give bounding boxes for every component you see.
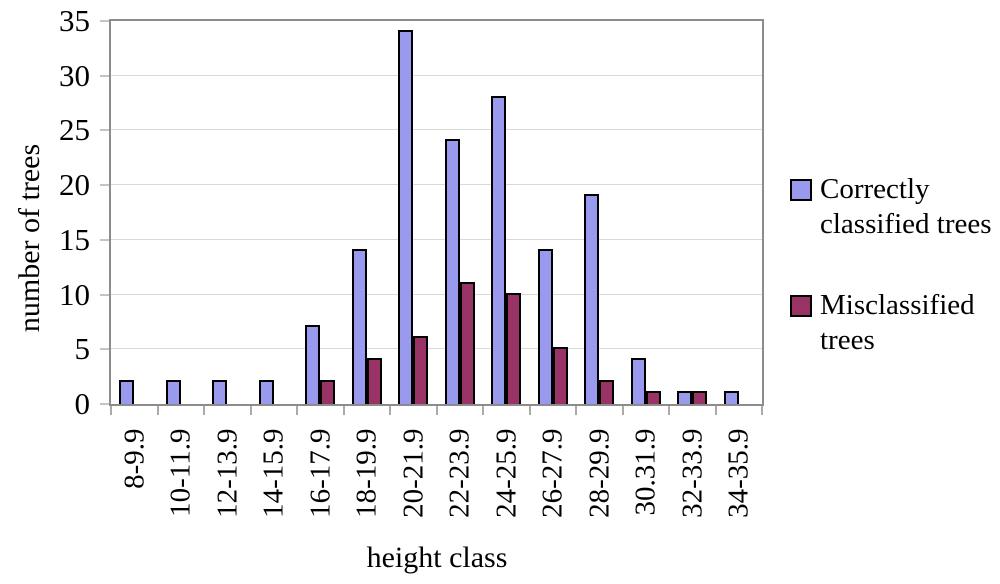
x-tick-label: 30.31.9 [629, 428, 662, 515]
x-tick-mark [110, 406, 112, 415]
bar-correctly-classified [305, 325, 321, 404]
x-axis-title: height class [366, 541, 508, 574]
bar-correctly-classified [119, 380, 135, 404]
legend-swatch-icon [790, 179, 812, 201]
x-tick-label: 32-33.9 [676, 428, 709, 518]
bar-misclassified [506, 292, 522, 404]
bar-correctly-classified [630, 358, 646, 404]
bar-correctly-classified [677, 391, 693, 404]
gridline-5 [111, 348, 762, 350]
x-tick-label: 18-19.9 [350, 428, 383, 518]
gridline-20 [111, 184, 762, 186]
bar-correctly-classified [491, 95, 507, 404]
x-tick-mark [668, 406, 670, 415]
bar-misclassified [645, 391, 661, 404]
y-tick-mark [100, 129, 109, 132]
bar-correctly-classified [351, 248, 367, 404]
y-tick-label: 10 [59, 276, 90, 312]
y-tick-mark [100, 184, 109, 187]
legend-item-label: Misclassified trees [820, 289, 975, 356]
x-tick-mark [761, 406, 763, 415]
x-tick-mark [621, 406, 624, 415]
gridline-10 [111, 293, 762, 295]
legend-item: Misclassified trees [788, 288, 1000, 398]
x-tick-label: 10-11.9 [164, 428, 197, 517]
y-tick-label: 15 [59, 221, 90, 257]
bar-correctly-classified [723, 391, 739, 404]
x-tick-label: 34-35.9 [722, 428, 755, 518]
gridline-15 [111, 238, 762, 240]
y-tick-mark [100, 293, 109, 296]
x-tick-mark [435, 406, 438, 415]
x-tick-mark [342, 406, 345, 415]
y-tick-label: 35 [59, 3, 90, 38]
y-tick-mark [100, 238, 109, 241]
legend-item: Correctly classified trees [788, 172, 1000, 282]
y-tick-label: 25 [59, 112, 90, 148]
y-tick-mark [100, 403, 109, 405]
x-tick-mark [714, 406, 717, 415]
x-tick-mark [575, 406, 577, 415]
y-tick-mark [100, 348, 109, 351]
x-tick-mark [203, 406, 205, 415]
x-tick-label: 8-9.9 [118, 428, 151, 489]
x-tick-mark [249, 406, 252, 415]
bar-correctly-classified [165, 380, 181, 404]
bar-misclassified [599, 380, 615, 404]
legend-swatch-icon [790, 295, 812, 317]
bar-correctly-classified [212, 380, 228, 404]
y-tick-label: 20 [59, 167, 90, 203]
x-tick-label: 28-29.9 [583, 428, 616, 518]
bar-misclassified [413, 336, 429, 404]
x-tick-label: 26-27.9 [536, 428, 569, 518]
bar-correctly-classified [258, 380, 274, 404]
bar-misclassified [552, 347, 568, 404]
y-tick-label: 30 [59, 57, 90, 93]
x-tick-label: 12-13.9 [211, 428, 244, 518]
bar-misclassified [459, 281, 475, 404]
gridline-30 [111, 74, 762, 76]
bar-correctly-classified [584, 194, 600, 404]
x-tick-mark [296, 406, 298, 415]
y-tick-label: 5 [74, 331, 91, 367]
x-tick-mark [156, 406, 159, 415]
bar-misclassified [692, 391, 708, 404]
x-tick-label: 20-21.9 [397, 428, 430, 518]
bar-misclassified [366, 358, 382, 404]
bar-correctly-classified [444, 139, 460, 404]
x-tick-mark [528, 406, 531, 415]
bar-misclassified [320, 380, 336, 404]
bar-correctly-classified [537, 248, 553, 404]
legend-item-label: Correctly classified trees [820, 173, 992, 240]
plot-area [109, 19, 764, 406]
y-tick-label: 0 [74, 386, 91, 421]
bar-correctly-classified [398, 29, 414, 404]
x-tick-label: 14-15.9 [257, 428, 290, 518]
x-tick-mark [482, 406, 484, 415]
y-tick-mark [100, 20, 109, 22]
x-tick-label: 24-25.9 [490, 428, 523, 518]
gridline-25 [111, 129, 762, 131]
x-tick-label: 16-17.9 [304, 428, 337, 518]
x-tick-label: 22-23.9 [443, 428, 476, 518]
x-tick-mark [389, 406, 391, 415]
y-tick-mark [100, 74, 109, 77]
